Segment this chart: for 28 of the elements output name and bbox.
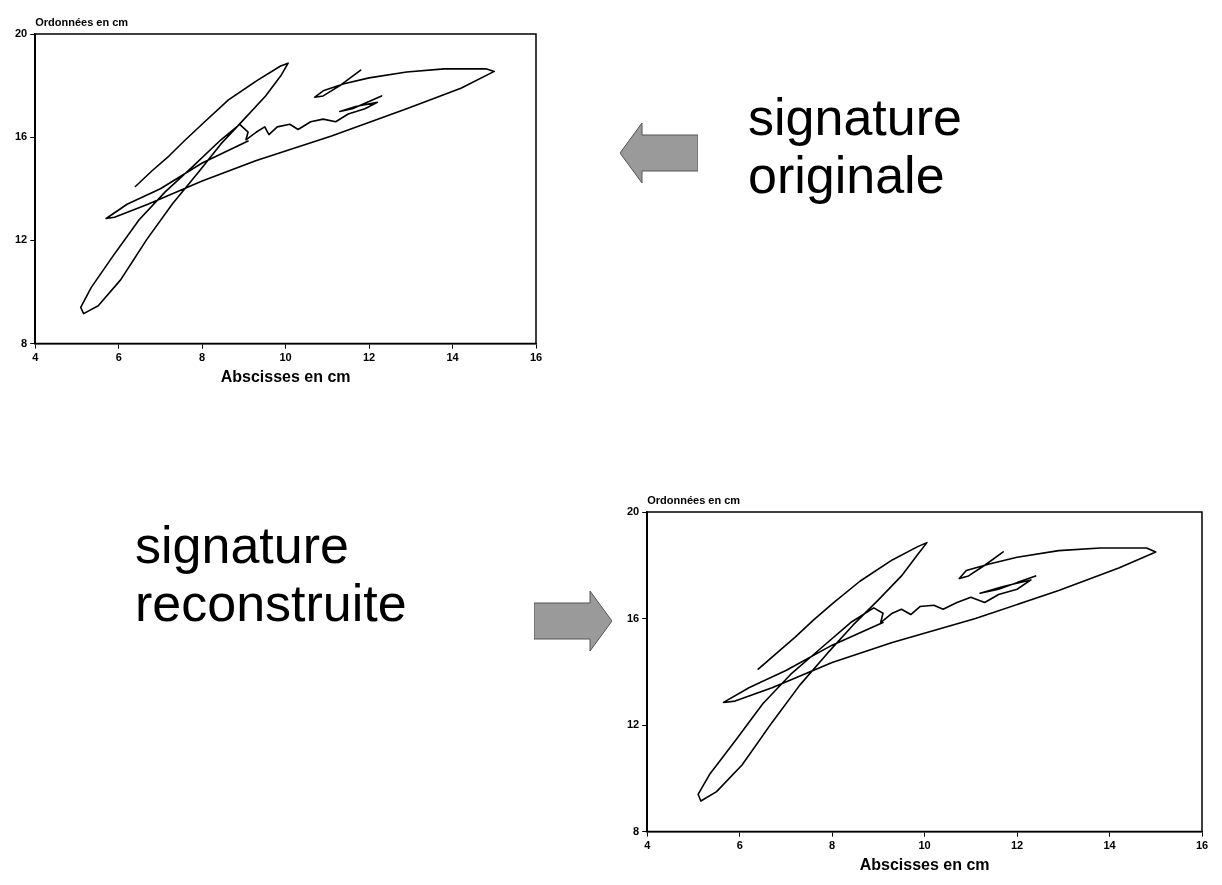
x-tick-label: 6	[115, 351, 122, 364]
x-tick-label: 12	[362, 351, 376, 364]
text: signature reconstruite	[135, 516, 408, 632]
y-tick-label: 8	[633, 824, 640, 837]
x-tick-label: 14	[446, 351, 460, 364]
y-tick-label: 8	[21, 336, 28, 349]
y-axis-title: Ordonnées en cm	[35, 15, 129, 28]
y-axis-title: Ordonnées en cm	[647, 493, 741, 506]
y-tick-label: 12	[626, 718, 640, 731]
y-tick-label: 20	[14, 27, 28, 40]
x-axis-title: Abscisses en cm	[220, 367, 351, 385]
x-tick-label: 14	[1103, 839, 1117, 852]
y-tick-label: 12	[14, 233, 28, 246]
x-tick-label: 16	[1195, 839, 1209, 852]
x-tick-label: 10	[279, 351, 292, 364]
y-tick-label: 20	[626, 505, 640, 518]
x-tick-label: 16	[529, 351, 543, 364]
x-tick-label: 6	[736, 839, 743, 852]
x-tick-label: 4	[644, 839, 652, 852]
text: signature originale	[748, 88, 963, 204]
x-tick-label: 8	[199, 351, 206, 364]
y-tick-label: 16	[14, 130, 28, 143]
x-tick-label: 8	[829, 839, 836, 852]
x-tick-label: 10	[918, 839, 931, 852]
x-tick-label: 12	[1010, 839, 1024, 852]
y-tick-label: 16	[626, 611, 640, 624]
x-tick-label: 4	[32, 351, 40, 364]
x-axis-title: Abscisses en cm	[859, 855, 990, 873]
